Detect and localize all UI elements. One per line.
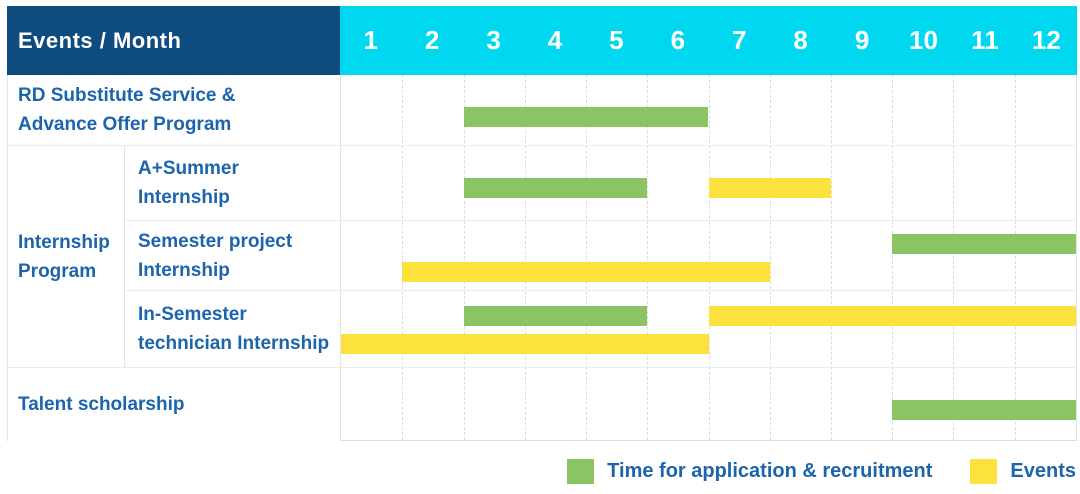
legend-item-application: Time for application & recruitment (567, 459, 932, 484)
application-bar (892, 233, 1076, 254)
application-bar (463, 107, 709, 127)
row-label-line: Internship (138, 259, 230, 281)
internship-subrows: A+Summer Internship Semester project Int… (125, 146, 1076, 367)
application-bar (463, 178, 648, 198)
row-semester-project-internship: Semester project Internship (125, 220, 1076, 292)
month-header-4: 4 (547, 25, 563, 55)
group-label-line: Program (18, 260, 97, 282)
events-legend-swatch (970, 459, 998, 484)
row-label-line: RD Substitute Service & (18, 85, 236, 106)
gantt-table: Events / Month 1 2 3 4 5 6 7 8 9 10 11 1… (7, 6, 1077, 441)
month-gridline (524, 75, 526, 440)
event-bar (708, 306, 1076, 327)
month-header-8: 8 (793, 25, 808, 55)
application-legend-swatch (567, 459, 595, 484)
month-gridline (708, 75, 710, 440)
row-label-semester-project: Semester project Internship (125, 220, 341, 291)
legend-label: Events (1010, 460, 1076, 482)
track-rd-substitute (341, 75, 1076, 145)
track-semester-project (341, 221, 1076, 291)
event-bar (708, 178, 831, 198)
month-header-1: 1 (363, 25, 378, 55)
month-gridline (402, 75, 404, 440)
month-header-12: 12 (1031, 25, 1061, 55)
month-header-7: 7 (732, 25, 747, 55)
month-gridline (585, 75, 587, 440)
row-label-line: Internship (138, 186, 230, 208)
group-label-internship-program: Internship Program (8, 146, 125, 367)
month-grid-overlay (341, 75, 1076, 440)
month-gridline (463, 75, 465, 440)
month-header-5: 5 (609, 25, 624, 55)
row-rd-substitute: RD Substitute Service & Advance Offer Pr… (8, 75, 1076, 146)
table-header-row: Events / Month 1 2 3 4 5 6 7 8 9 10 11 1… (7, 6, 1077, 75)
legend-label: Time for application & recruitment (607, 460, 933, 482)
event-bar (341, 334, 709, 355)
track-talent-scholarship (341, 368, 1076, 441)
month-header-2: 2 (424, 25, 440, 55)
track-a-summer (341, 146, 1076, 220)
row-talent-scholarship: Talent scholarship (8, 368, 1076, 441)
application-bar (463, 306, 648, 327)
table-body: RD Substitute Service & Advance Offer Pr… (7, 75, 1077, 441)
row-a-summer-internship: A+Summer Internship (125, 146, 1076, 221)
row-label-a-summer: A+Summer Internship (125, 146, 341, 220)
row-in-semester-technician-internship: In-Semester technician Internship (125, 291, 1076, 367)
internship-program-group: Internship Program A+Summer Internship (8, 146, 1076, 368)
month-gridline (892, 75, 894, 440)
row-label-rd-substitute: RD Substitute Service & Advance Offer Pr… (8, 75, 341, 145)
row-label-line: In-Semester (138, 304, 247, 326)
month-header-10: 10 (909, 25, 938, 55)
row-label-in-semester: In-Semester technician Internship (125, 291, 341, 367)
row-label-line: Advance Offer Program (18, 114, 232, 135)
event-bar (402, 261, 770, 282)
month-gridline (769, 75, 771, 440)
row-label-line: Talent scholarship (18, 394, 185, 415)
row-label-line: Semester project (138, 230, 293, 252)
month-gridline (831, 75, 832, 440)
track-in-semester (341, 291, 1076, 367)
month-header-6: 6 (670, 25, 686, 55)
application-bar (892, 400, 1076, 420)
month-header-11: 11 (971, 25, 999, 55)
month-header-3: 3 (486, 25, 501, 55)
legend-item-events: Events (970, 459, 1076, 484)
chart-legend: Time for application & recruitment Event… (567, 459, 1076, 484)
table-title: Events / Month (18, 27, 182, 53)
month-gridline (953, 75, 955, 440)
month-gridline (1014, 75, 1016, 440)
month-header-9: 9 (854, 25, 870, 55)
group-label-line: Internship (18, 231, 110, 253)
row-label-line: A+Summer (138, 157, 239, 179)
row-label-line: technician Internship (138, 333, 330, 355)
corner-header-cell: Events / Month (7, 6, 340, 75)
row-label-talent-scholarship: Talent scholarship (8, 368, 341, 441)
month-header-band: 1 2 3 4 5 6 7 8 9 10 11 12 (340, 6, 1077, 75)
month-gridline (647, 75, 649, 440)
